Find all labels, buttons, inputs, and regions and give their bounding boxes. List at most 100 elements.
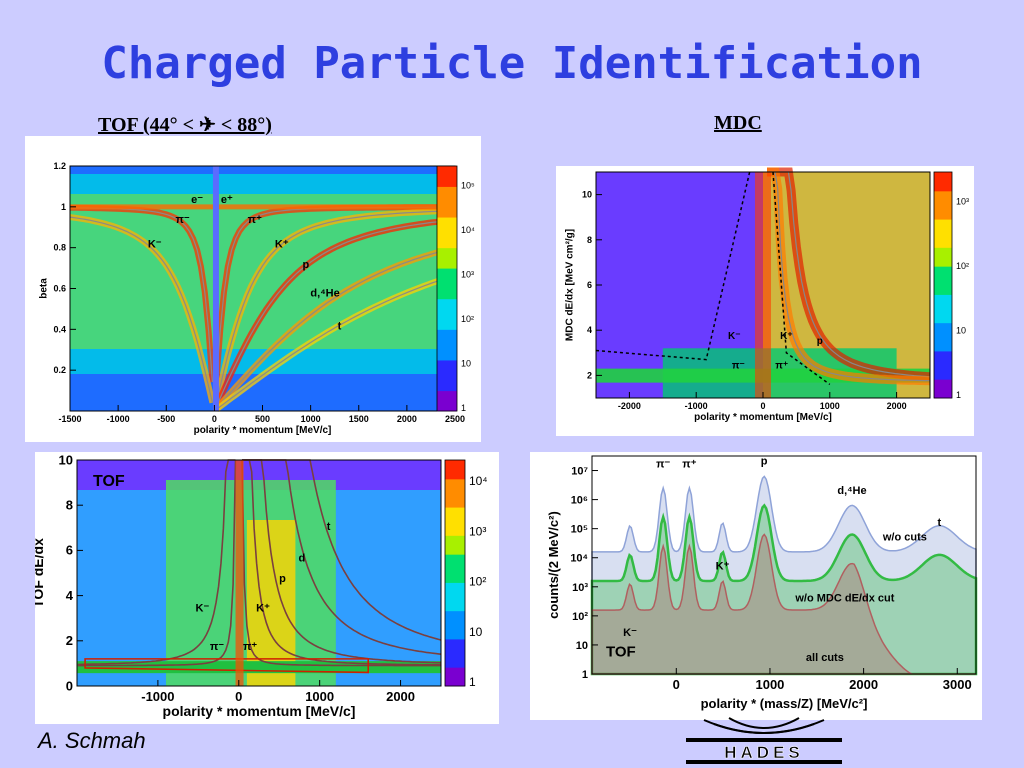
colorbar-cell-2: [445, 525, 465, 536]
y-tick-label-3: 1: [582, 669, 588, 681]
particle-label-0: d,⁴He: [310, 288, 339, 300]
x-tick-label-0: 1500: [349, 414, 369, 424]
colorbar-cell-0: [437, 237, 457, 249]
particle-label-0: e⁻: [191, 194, 203, 206]
colorbar-cell-2: [445, 610, 465, 621]
colorbar-cell-0: [437, 268, 457, 279]
colorbar-cell-1: [934, 237, 952, 248]
colorbar-label-0: 10³: [461, 269, 474, 279]
plot-frame-2: [76, 459, 442, 687]
y-axis-label-3: counts/(2 MeV/c²): [546, 511, 561, 619]
colorbar-cell-1: [934, 228, 952, 239]
x-axis-label-0: polarity * momentum [MeV/c]: [194, 425, 332, 436]
y-axis-label-1: MDC dE/dx [MeV cm²/g]: [565, 229, 576, 341]
logo-text: HADES: [724, 743, 804, 762]
particle-curve-0: [69, 216, 213, 403]
y-tick-label-2: 8: [66, 498, 73, 513]
colorbar-cell-0: [437, 227, 457, 238]
x-tick-label-3: 2000: [849, 677, 878, 692]
colorbar-cell-0: [437, 339, 457, 351]
particle-curve-0: [215, 210, 456, 403]
colorbar-cell-1: [934, 219, 952, 229]
series-label-2: all cuts: [806, 652, 844, 664]
cut-line-1: [595, 171, 751, 361]
colorbar-cell-1: [934, 313, 952, 324]
colorbar-cell-0: [437, 308, 457, 320]
peak-label-3: d,⁴He: [837, 485, 866, 497]
particle-label-0: e⁺: [221, 194, 233, 206]
particle-curve-2: [242, 459, 442, 664]
y-tick-label-2: 0: [66, 678, 73, 693]
colorbar-cell-2: [445, 601, 465, 612]
colorbar-label-2: 1: [469, 675, 476, 689]
colorbar-frame-0: [436, 165, 458, 412]
particle-label-0: π⁻: [175, 214, 189, 226]
particle-label-2: d: [299, 553, 306, 565]
colorbar-cell-2: [445, 535, 465, 546]
y-tick-label-1: 6: [587, 280, 592, 290]
colorbar-cell-1: [934, 341, 952, 352]
tof-panel-tag: TOF: [93, 473, 125, 490]
peak-label-3: t: [938, 517, 942, 529]
colorbar-cell-0: [437, 359, 457, 371]
particle-curve-0: [215, 247, 456, 410]
colorbar-label-0: 10: [461, 358, 471, 368]
y-tick-label-3: 10⁵: [571, 524, 588, 536]
colorbar-cell-2: [445, 676, 465, 687]
colorbar-label-2: 10: [469, 625, 483, 639]
colorbar-cell-0: [437, 329, 457, 341]
peak-label-3: π⁻: [656, 459, 670, 471]
y-tick-label-0: 0.8: [53, 243, 66, 253]
plot-frame-3: [591, 455, 977, 675]
colorbar-cell-1: [934, 332, 952, 342]
y-axis-label-0: beta: [39, 278, 50, 299]
colorbar-label-0: 10⁴: [461, 225, 475, 235]
peak-label-3: K⁻: [623, 627, 637, 639]
colorbar-cell-2: [445, 507, 465, 517]
colorbar-frame-1: [933, 171, 953, 399]
x-tick-label-3: 0: [673, 677, 680, 692]
colorbar-cell-2: [445, 648, 465, 659]
y-tick-label-0: 0.4: [53, 324, 66, 334]
center-band-2: [235, 460, 244, 686]
colorbar-cell-1: [934, 350, 952, 361]
particle-label-0: π⁺: [248, 214, 262, 226]
colorbar-cell-1: [934, 256, 952, 267]
y-tick-label-2: 2: [66, 633, 73, 648]
colorbar-label-0: 10⁵: [461, 180, 475, 190]
heatmap-region-2: [246, 520, 296, 686]
colorbar-cell-0: [437, 380, 457, 392]
colorbar-cell-2: [445, 554, 465, 565]
colorbar-label-1: 10²: [956, 261, 969, 271]
x-axis-label-2: polarity * momentum [MeV/c]: [163, 703, 356, 719]
x-tick-label-2: -1000: [141, 689, 174, 704]
colorbar-cell-1: [934, 285, 952, 295]
colorbar-cell-0: [437, 298, 457, 310]
author-label: A. Schmah: [38, 728, 146, 753]
mip-band-2: [77, 661, 441, 674]
series-label-0: w/o cuts: [882, 531, 927, 543]
colorbar-cell-0: [437, 278, 457, 289]
y-tick-label-3: 10: [576, 640, 588, 652]
colorbar-cell-0: [437, 247, 457, 259]
colorbar-cell-2: [445, 516, 465, 527]
colorbar-cell-2: [445, 497, 465, 508]
particle-label-2: K⁻: [196, 602, 210, 614]
colorbar-cell-1: [934, 360, 952, 371]
cut-region-2: [84, 658, 369, 674]
mdc-subtitle: MDC: [714, 112, 762, 134]
colorbar-cell-0: [437, 217, 457, 228]
colorbar-cell-1: [934, 172, 952, 182]
particle-label-1: π⁺: [775, 361, 788, 372]
peak-label-3: π⁺: [682, 459, 696, 471]
peak-label-3: p: [761, 456, 768, 468]
y-tick-label-0: 0.6: [53, 284, 66, 294]
particle-label-0: t: [338, 320, 342, 332]
hades-logo: HADES: [686, 717, 842, 764]
x-tick-label-0: -1500: [58, 414, 81, 424]
particle-curve-0: [215, 274, 456, 410]
particle-curve-0: [215, 219, 456, 407]
particle-curve-2: [77, 459, 237, 667]
x-tick-label-2: 2000: [386, 689, 415, 704]
colorbar-label-2: 10²: [469, 575, 486, 589]
